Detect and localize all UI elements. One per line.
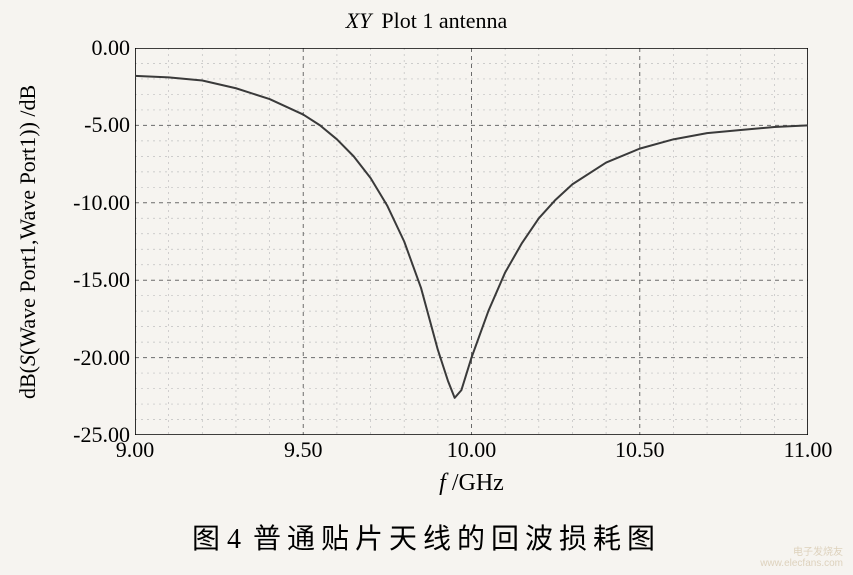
- figure-caption: 图 4 普通贴片天线的回波损耗图: [0, 517, 853, 557]
- x-tick-label: 11.00: [784, 437, 833, 463]
- xlabel-italic: f: [439, 470, 452, 496]
- figure-caption-text: 普通贴片天线的回波损耗图: [253, 524, 661, 555]
- plot-title-rest: Plot 1 antenna: [381, 8, 507, 33]
- y-tick-label: -5.00: [55, 112, 130, 138]
- xlabel-rest: /GHz: [452, 470, 504, 496]
- watermark: 电子发烧友 www.elecfans.com: [760, 547, 843, 569]
- x-tick-label: 9.50: [284, 437, 323, 463]
- figure-number: 图 4: [192, 524, 241, 555]
- ylabel-prefix: dB(: [15, 366, 40, 399]
- y-tick-label: -15.00: [55, 267, 130, 293]
- x-axis-label: f /GHz: [135, 470, 808, 497]
- x-tick-label: 9.00: [116, 437, 155, 463]
- x-tick-label: 10.00: [447, 437, 497, 463]
- plot-title: XY Plot 1 antenna: [0, 8, 853, 34]
- watermark-line1: 电子发烧友: [760, 547, 843, 558]
- y-axis-label: dB(S(Wave Port1,Wave Port1)) /dB: [15, 48, 45, 435]
- y-tick-label: -10.00: [55, 190, 130, 216]
- x-tick-labels: 9.009.5010.0010.5011.00: [135, 437, 808, 465]
- y-tick-label: 0.00: [55, 35, 130, 61]
- ylabel-italic: S: [15, 355, 40, 366]
- plot-area: [135, 48, 808, 435]
- x-tick-label: 10.50: [615, 437, 665, 463]
- y-tick-labels: 0.00-5.00-10.00-15.00-20.00-25.00: [55, 48, 130, 435]
- ylabel-rest: (Wave Port1,Wave Port1)) /dB: [15, 84, 40, 354]
- chart-svg: [135, 48, 808, 435]
- y-tick-label: -20.00: [55, 345, 130, 371]
- figure-container: XY Plot 1 antenna dB(S(Wave Port1,Wave Po…: [0, 0, 853, 575]
- watermark-line2: www.elecfans.com: [760, 558, 843, 569]
- plot-title-prefix: XY: [346, 8, 372, 33]
